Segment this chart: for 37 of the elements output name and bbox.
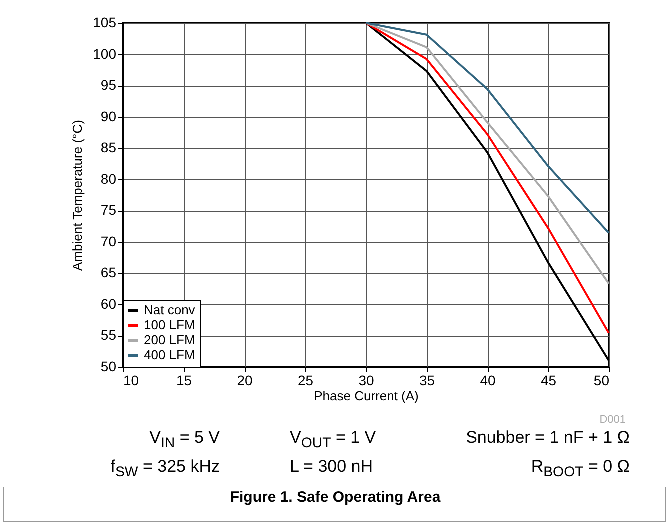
legend-label: Nat conv bbox=[144, 302, 196, 318]
text: Snubber = 1 nF + 1 Ω bbox=[465, 428, 630, 449]
x-tick-label: 25 bbox=[298, 372, 314, 388]
legend-label: 100 LFM bbox=[144, 318, 196, 332]
legend-label: 200 LFM bbox=[144, 332, 196, 348]
text: V$_{IN}$ = 5 V bbox=[148, 428, 221, 452]
y-tick-label: 70 bbox=[100, 233, 117, 250]
y-tick-label: 65 bbox=[100, 264, 117, 281]
x-tick-label: 35 bbox=[419, 372, 436, 388]
text: Figure 1. Safe Operating Area bbox=[229, 489, 442, 506]
x-tick-label: 20 bbox=[237, 372, 253, 388]
legend-label: 400 LFM bbox=[144, 348, 196, 362]
y-axis-title: Ambient Temperature (°C) bbox=[70, 120, 86, 271]
x-tick-label: 45 bbox=[540, 372, 557, 388]
y-tick-label: 75 bbox=[100, 202, 117, 218]
text: f$_{SW}$ = 325 kHz bbox=[110, 457, 221, 481]
y-tick-label: 60 bbox=[100, 296, 117, 312]
x-tick-label: 50 bbox=[594, 372, 610, 388]
y-tick-label: 95 bbox=[100, 77, 117, 94]
line-series bbox=[365, 22, 610, 234]
y-tick-label: 90 bbox=[100, 108, 117, 124]
x-tick-label: 15 bbox=[176, 372, 192, 388]
text: R$_{BOOT}$ = 0 Ω bbox=[530, 457, 630, 481]
x-tick-label: 10 bbox=[124, 372, 140, 388]
x-tick-label: 30 bbox=[358, 372, 374, 388]
text: D001 bbox=[598, 414, 626, 426]
y-tick-label: 55 bbox=[100, 327, 117, 344]
y-tick-label: 85 bbox=[100, 140, 117, 156]
y-tick-label: 105 bbox=[93, 14, 117, 30]
y-tick-label: 80 bbox=[100, 170, 117, 187]
y-tick-label: 100 bbox=[93, 46, 117, 62]
y-tick-label: 50 bbox=[100, 358, 117, 374]
x-axis-title: Phase Current (A) bbox=[314, 388, 419, 404]
text: L = 300 nH bbox=[289, 457, 374, 478]
text: V$_{OUT}$ = 1 V bbox=[289, 428, 378, 452]
x-tick-label: 40 bbox=[480, 372, 496, 388]
line-series bbox=[365, 22, 610, 285]
